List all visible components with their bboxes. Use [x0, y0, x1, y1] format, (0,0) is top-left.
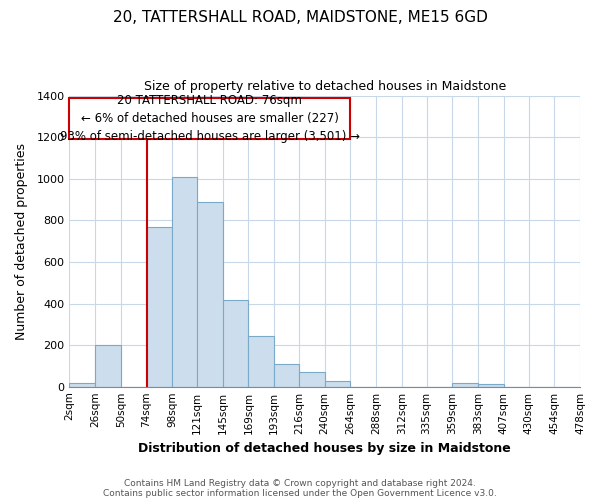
Text: Contains HM Land Registry data © Crown copyright and database right 2024.: Contains HM Land Registry data © Crown c…	[124, 478, 476, 488]
Bar	[299, 372, 325, 386]
Bar	[197, 202, 223, 386]
Bar	[70, 98, 350, 139]
Bar	[478, 384, 504, 386]
Bar	[146, 226, 172, 386]
Bar	[223, 300, 248, 386]
Title: Size of property relative to detached houses in Maidstone: Size of property relative to detached ho…	[143, 80, 506, 93]
Y-axis label: Number of detached properties: Number of detached properties	[15, 142, 28, 340]
Bar	[248, 336, 274, 386]
Bar	[452, 382, 478, 386]
Bar	[172, 176, 197, 386]
Text: 20, TATTERSHALL ROAD, MAIDSTONE, ME15 6GD: 20, TATTERSHALL ROAD, MAIDSTONE, ME15 6G…	[113, 10, 487, 25]
Text: 20 TATTERSHALL ROAD: 76sqm
← 6% of detached houses are smaller (227)
93% of semi: 20 TATTERSHALL ROAD: 76sqm ← 6% of detac…	[60, 94, 360, 143]
X-axis label: Distribution of detached houses by size in Maidstone: Distribution of detached houses by size …	[138, 442, 511, 455]
Bar	[70, 382, 95, 386]
Bar	[95, 345, 121, 387]
Bar	[274, 364, 299, 386]
Bar	[325, 382, 350, 386]
Text: Contains public sector information licensed under the Open Government Licence v3: Contains public sector information licen…	[103, 488, 497, 498]
